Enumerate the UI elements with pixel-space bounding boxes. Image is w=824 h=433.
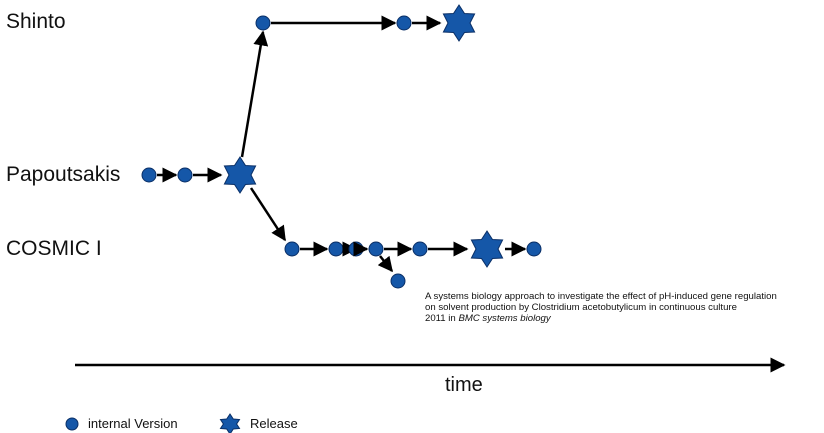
version-node xyxy=(412,241,428,257)
release-star xyxy=(442,4,476,42)
reference-journal: BMC systems biology xyxy=(458,313,551,325)
version-node xyxy=(348,241,364,257)
version-node xyxy=(396,15,412,31)
lane-label-shinto: Shinto xyxy=(6,10,66,33)
version-node xyxy=(284,241,300,257)
release-star xyxy=(223,156,257,194)
reference-line-2: on solvent production by Clostridium ace… xyxy=(425,302,737,314)
reference-line-1: A systems biology approach to investigat… xyxy=(425,291,777,302)
reference-line-3: 2011 in BMC systems biology xyxy=(425,313,777,324)
version-node xyxy=(255,15,271,31)
version-node xyxy=(390,273,406,289)
legend-internal-icon xyxy=(65,417,79,431)
reference-annotation: A systems biology approach to investigat… xyxy=(425,291,777,325)
version-node xyxy=(328,241,344,257)
version-node xyxy=(177,167,193,183)
version-node xyxy=(368,241,384,257)
time-axis-label: time xyxy=(445,374,483,396)
legend-release-icon xyxy=(219,413,241,433)
version-node xyxy=(141,167,157,183)
lane-label-papoutsakis: Papoutsakis xyxy=(6,163,121,186)
release-star xyxy=(470,230,504,268)
branch-arrow-cosmic xyxy=(249,187,287,242)
legend-release-label: Release xyxy=(250,416,298,431)
reference-year: 2011 in xyxy=(425,313,459,325)
legend-internal-label: internal Version xyxy=(88,416,178,431)
branch-arrow-shinto xyxy=(240,30,269,158)
branch-arrow-sub xyxy=(377,255,393,273)
lane-label-cosmic: COSMIC I xyxy=(6,237,102,260)
version-node xyxy=(526,241,542,257)
